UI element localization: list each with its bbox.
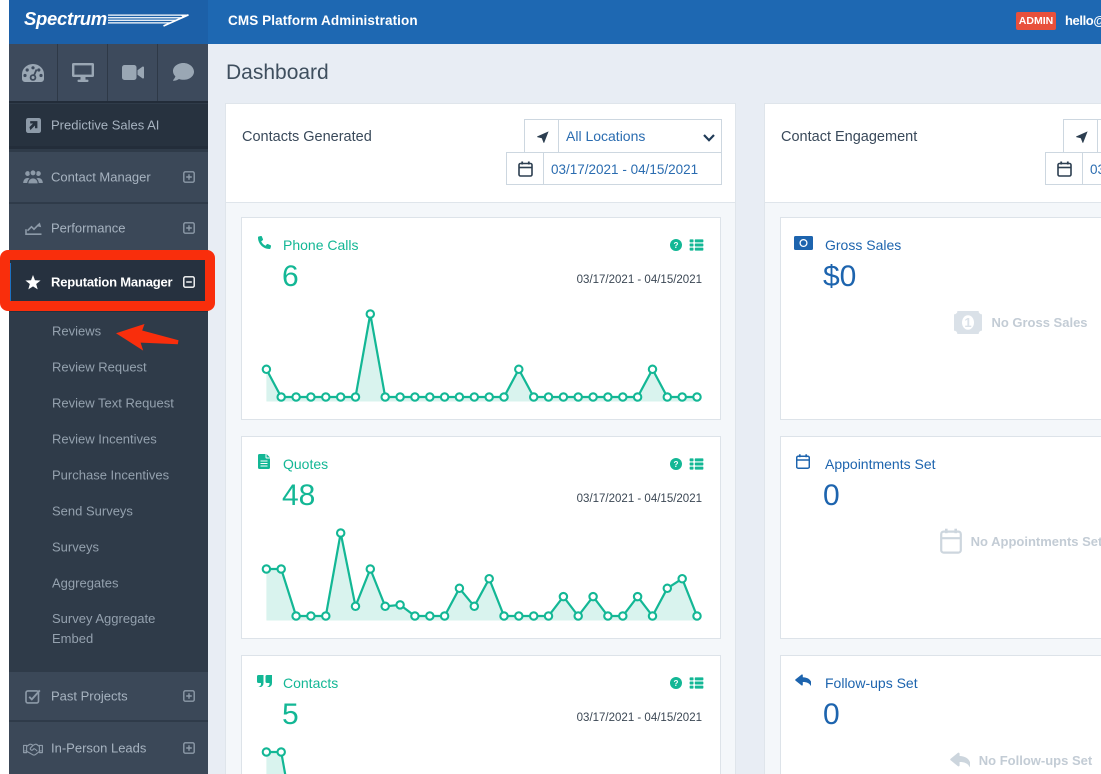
svg-text:1: 1 [965, 315, 972, 330]
svg-text:?: ? [674, 460, 679, 469]
svg-text:?: ? [674, 679, 679, 688]
svg-text:?: ? [674, 241, 679, 250]
